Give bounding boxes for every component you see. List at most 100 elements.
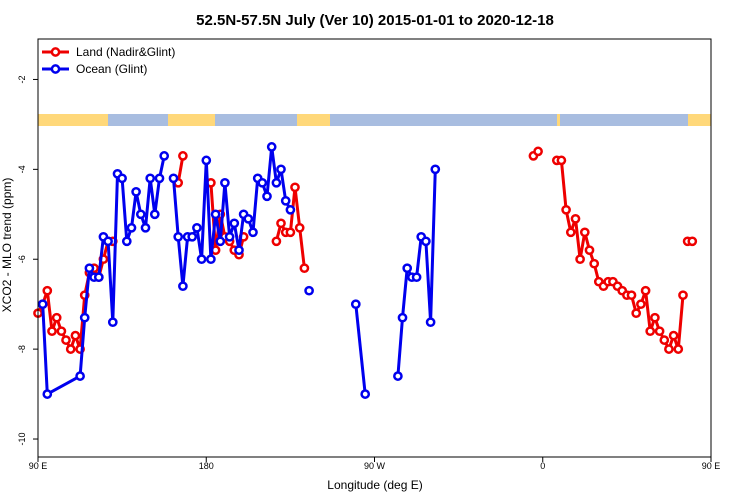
series-land-point <box>61 335 71 345</box>
x-axis-ticks: 90 E 180 90 W 0 90 E <box>29 457 720 471</box>
series-ocean-point <box>425 317 436 328</box>
series-land-point <box>290 182 300 193</box>
series-ocean-point <box>285 204 296 215</box>
series-ocean-point <box>201 155 212 166</box>
series-ocean-point <box>117 173 127 184</box>
legend-label-land: Land (Nadir&Glint) <box>76 45 175 59</box>
series-ocean-point <box>234 245 244 256</box>
series-ocean-point <box>196 254 207 265</box>
series-ocean-point <box>271 177 282 188</box>
series-ocean <box>37 142 441 399</box>
series-ocean-point <box>257 177 268 188</box>
series-ocean-point <box>75 371 85 381</box>
series-ocean-point <box>210 209 221 220</box>
map-ocean-patch-0 <box>108 114 168 126</box>
series-land-point <box>584 245 595 256</box>
legend-marker-land <box>50 47 61 57</box>
series-land-point <box>533 146 543 157</box>
series-land-point <box>56 326 67 337</box>
legend-label-ocean: Ocean (Glint) <box>76 62 147 76</box>
series-land-point <box>285 227 296 238</box>
series-ocean-point <box>248 227 258 238</box>
series-land-point <box>575 254 585 265</box>
series-ocean-point <box>397 312 408 323</box>
y-axis-ticks: -2 -4 -6 -8 -10 <box>17 75 38 446</box>
series-ocean-point <box>224 231 235 242</box>
series-land <box>33 146 698 354</box>
map-ocean-patch-2 <box>330 114 382 126</box>
series-ocean-point <box>121 236 132 247</box>
series-ocean-point <box>140 222 151 233</box>
series-ocean-line-0 <box>41 155 166 396</box>
series-ocean-point <box>304 285 314 296</box>
y-tick-label: -6 <box>17 255 27 263</box>
series-land-point <box>664 344 674 354</box>
series-land-point <box>565 227 576 238</box>
series-ocean-point <box>145 173 156 184</box>
series-ocean-point <box>421 236 431 247</box>
series-land-point <box>673 344 684 354</box>
series-ocean-point <box>154 173 165 184</box>
series-ocean-point <box>149 209 160 220</box>
series-ocean-point <box>93 272 104 283</box>
series-ocean-point <box>126 222 137 233</box>
series-ocean-point <box>360 389 371 399</box>
series-ocean-point <box>229 218 240 229</box>
x-axis-label: Longitude (deg E) <box>327 478 422 492</box>
series-ocean-point <box>215 236 226 247</box>
plot-frame <box>37 38 712 458</box>
series-land-point <box>626 290 637 301</box>
x-tick-label: 90 W <box>364 461 386 471</box>
series-land-point <box>556 155 567 166</box>
series-land-point <box>271 236 282 247</box>
series-land-point <box>659 335 670 345</box>
series-ocean-point <box>266 142 277 152</box>
series-ocean-point <box>262 191 272 202</box>
series-ocean-point <box>192 222 202 233</box>
map-ocean-patch-3 <box>372 114 557 126</box>
series-ocean-point <box>135 209 146 220</box>
x-tick-label: 90 E <box>29 461 48 471</box>
series-ocean-point <box>243 213 254 224</box>
series-land-point <box>51 312 62 323</box>
series-ocean-line-3 <box>354 304 367 395</box>
y-tick-label: -2 <box>17 75 27 83</box>
series-ocean-point <box>79 312 90 323</box>
series-land-point <box>570 213 581 224</box>
series-ocean-point <box>402 263 413 274</box>
series-ocean-point <box>159 151 170 161</box>
series-layer <box>33 142 698 399</box>
series-land-point <box>65 344 76 354</box>
series-land-point <box>47 326 57 337</box>
series-ocean-point <box>103 236 113 247</box>
series-ocean-point <box>107 317 118 328</box>
series-land-point <box>631 308 642 319</box>
series-land-point <box>579 227 590 238</box>
series-ocean-point <box>178 281 188 292</box>
series-ocean-point <box>37 299 48 310</box>
series-land-point <box>276 218 286 229</box>
series-land-point <box>636 299 646 310</box>
y-tick-label: -4 <box>17 165 27 173</box>
map-ocean-patch-1 <box>215 114 297 126</box>
legend-marker-ocean <box>50 64 61 74</box>
series-land-point <box>178 151 188 161</box>
series-ocean-point <box>411 272 422 283</box>
series-land-point <box>561 204 571 215</box>
series-land-point <box>687 236 698 247</box>
series-ocean-point <box>206 254 216 265</box>
series-land-point <box>70 330 81 341</box>
x-tick-label: 180 <box>199 461 214 471</box>
series-ocean-point <box>168 173 179 184</box>
series-ocean-point <box>220 177 230 188</box>
series-land-point <box>650 312 660 323</box>
series-land-line-5 <box>556 158 685 351</box>
map-ocean-patch-5 <box>640 114 688 126</box>
series-land-point <box>42 285 53 296</box>
series-ocean-point <box>430 164 441 175</box>
series-ocean-point <box>393 371 403 381</box>
y-axis-label: XCO2 - MLO trend (ppm) <box>0 178 14 313</box>
chart-title: 52.5N-57.5N July (Ver 10) 2015-01-01 to … <box>196 12 554 29</box>
series-ocean-point <box>173 231 184 242</box>
